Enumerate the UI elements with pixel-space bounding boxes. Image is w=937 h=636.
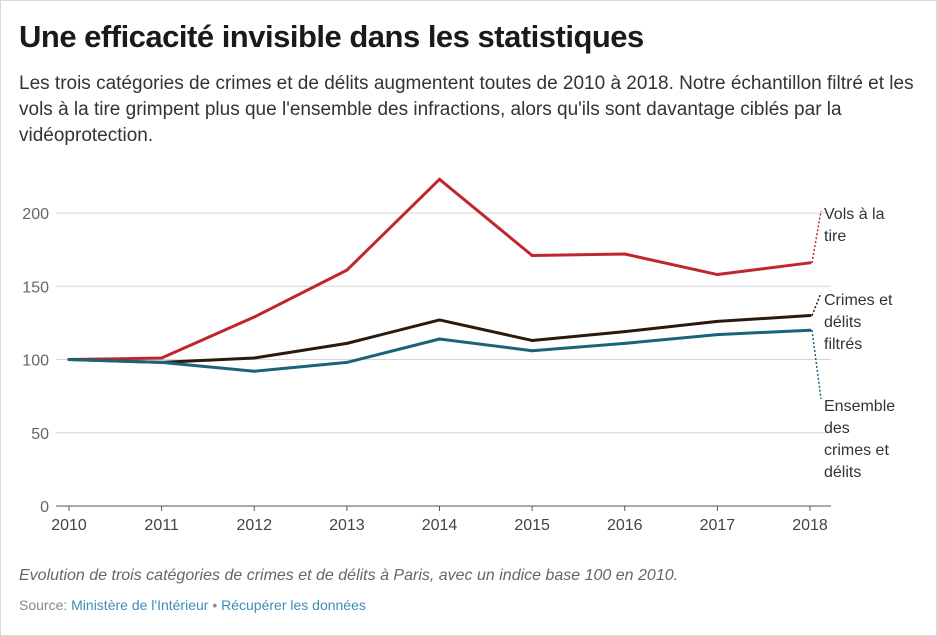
x-tick-label: 2014 bbox=[422, 517, 458, 534]
y-tick-label: 200 bbox=[22, 206, 49, 223]
chart-title: Une efficacité invisible dans les statis… bbox=[19, 19, 644, 54]
data-point bbox=[345, 360, 349, 364]
x-tick-label: 2018 bbox=[792, 517, 828, 534]
x-tick-label: 2012 bbox=[236, 517, 272, 534]
x-tick-label: 2016 bbox=[607, 517, 643, 534]
series-label: des bbox=[824, 420, 850, 437]
data-point bbox=[345, 268, 349, 272]
data-point bbox=[623, 341, 627, 345]
data-point bbox=[438, 337, 441, 341]
data-point bbox=[530, 338, 534, 342]
data-point bbox=[808, 328, 812, 332]
series-leader-line bbox=[811, 330, 822, 400]
x-tick-label: 2010 bbox=[51, 517, 87, 534]
source-line: Source: Ministère de l'Intérieur • Récup… bbox=[19, 597, 366, 613]
source-separator: • bbox=[212, 597, 218, 613]
source-link[interactable]: Ministère de l'Intérieur bbox=[71, 597, 209, 613]
y-tick-label: 100 bbox=[22, 353, 49, 370]
data-point bbox=[252, 369, 256, 373]
series-label: crimes et bbox=[824, 442, 889, 459]
data-point bbox=[530, 349, 534, 353]
data-point bbox=[530, 253, 534, 257]
data-point bbox=[438, 177, 441, 181]
y-tick-label: 150 bbox=[22, 279, 49, 296]
series-leader-line bbox=[811, 292, 822, 316]
download-data-link[interactable]: Récupérer les données bbox=[221, 597, 366, 613]
y-tick-label: 0 bbox=[40, 499, 49, 516]
x-tick-label: 2017 bbox=[700, 517, 736, 534]
series-label: Vols à la bbox=[824, 206, 885, 223]
x-tick-label: 2013 bbox=[329, 517, 365, 534]
data-point bbox=[715, 319, 719, 323]
data-point bbox=[715, 273, 719, 277]
series-label: filtrés bbox=[824, 336, 862, 353]
series-line bbox=[67, 177, 812, 361]
data-point bbox=[623, 330, 627, 334]
data-point bbox=[715, 333, 719, 337]
chart-subtitle: Les trois catégories de crimes et de dél… bbox=[19, 73, 914, 146]
series-label: délits bbox=[824, 464, 861, 481]
x-tick-label: 2011 bbox=[144, 517, 179, 534]
data-point bbox=[160, 356, 164, 360]
data-point bbox=[67, 358, 71, 361]
data-point bbox=[252, 315, 256, 319]
data-point bbox=[623, 252, 627, 256]
data-point bbox=[808, 314, 812, 318]
series-leader-line bbox=[811, 210, 822, 263]
chart-caption: Evolution de trois catégories de crimes … bbox=[19, 567, 679, 584]
series-label: délits bbox=[824, 314, 861, 331]
source-label: Source: bbox=[19, 597, 68, 613]
data-point bbox=[808, 261, 812, 265]
line-chart: 0 50 100 150 200 2010 2011 2012 2013 2014 2015 2016… bbox=[22, 177, 895, 534]
series-label: Crimes et bbox=[824, 292, 893, 309]
data-point bbox=[438, 318, 441, 322]
y-tick-label: 50 bbox=[31, 426, 49, 443]
series-label: tire bbox=[824, 228, 846, 245]
data-point bbox=[160, 360, 164, 364]
series-label: Ensemble bbox=[824, 398, 895, 415]
data-point bbox=[345, 341, 349, 345]
data-point bbox=[252, 356, 256, 360]
x-tick-label: 2015 bbox=[514, 517, 550, 534]
